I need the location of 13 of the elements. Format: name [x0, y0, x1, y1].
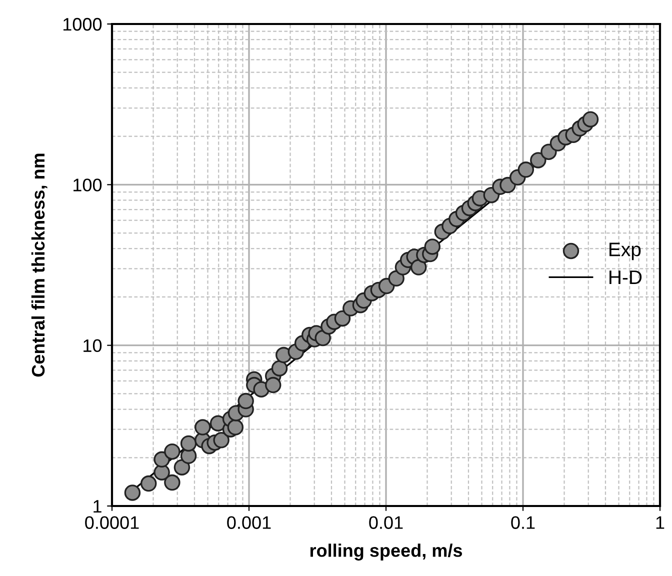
- x-axis-title: rolling speed, m/s: [310, 544, 462, 561]
- y-tick-label: 1: [94, 500, 102, 513]
- y-tick-label: 1000: [63, 18, 102, 31]
- x-tick-label: 0.01: [369, 516, 403, 529]
- y-tick-label: 10: [84, 339, 102, 352]
- x-tick-label: 0.1: [511, 516, 535, 529]
- legend-label: Exp: [610, 242, 641, 260]
- y-tick-label: 100: [74, 178, 102, 192]
- x-tick-label: 0.0001: [85, 516, 139, 529]
- x-tick-label: 1: [656, 516, 664, 529]
- legend-label: H-D: [610, 270, 642, 284]
- x-tick-label: 0.001: [227, 516, 271, 529]
- y-axis-title: Central film thickness, nm: [31, 154, 48, 377]
